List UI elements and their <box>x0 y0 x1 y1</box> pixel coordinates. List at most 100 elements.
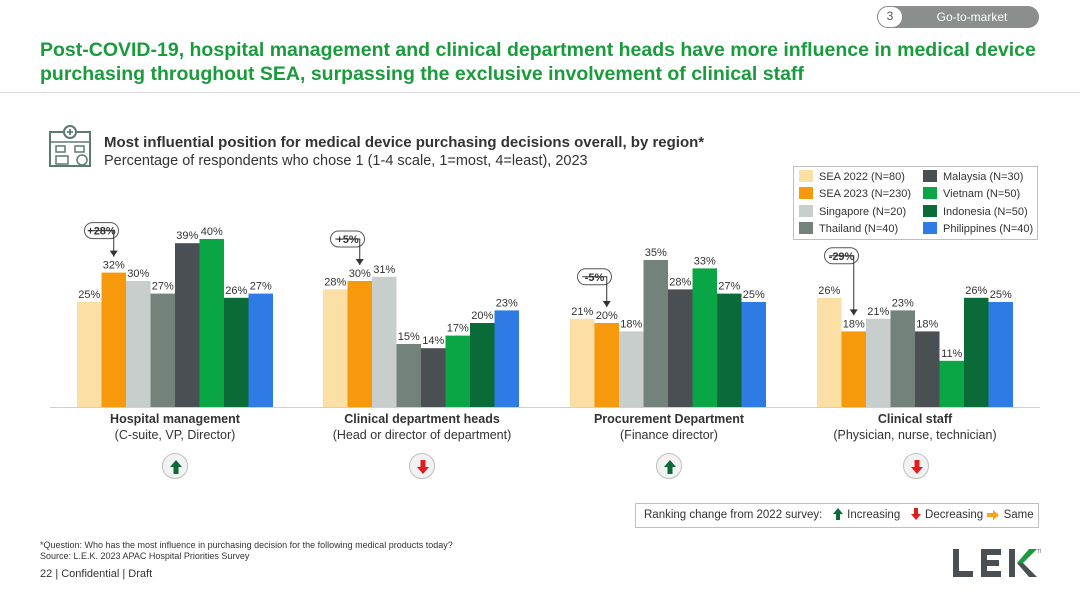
section-number: 3 <box>877 6 903 28</box>
bar <box>372 276 397 407</box>
bar <box>939 360 964 407</box>
data-label: 27% <box>718 281 740 293</box>
bar <box>741 302 766 407</box>
bar <box>915 331 940 407</box>
chart-legend: SEA 2022 (N=80) SEA 2023 (N=230) Singapo… <box>793 166 1038 240</box>
data-label: 27% <box>152 281 174 293</box>
bar <box>890 310 915 407</box>
change-callout-label: +28% <box>87 226 116 238</box>
bar <box>445 335 470 407</box>
legend-label: Thailand (N=40) <box>819 223 899 235</box>
page-number: 22 <box>40 568 53 580</box>
data-label: 26% <box>965 285 987 297</box>
chart-subtitle: Percentage of respondents who chose 1 (1… <box>104 153 588 169</box>
chart-title: Most influential position for medical de… <box>104 134 705 151</box>
legend-label: Vietnam (N=50) <box>943 188 1021 200</box>
svg-text:TM: TM <box>1037 549 1041 555</box>
arrow-down-icon <box>417 460 429 474</box>
bar <box>77 302 102 407</box>
section-label: Go-to-market <box>936 10 1008 24</box>
category-subtitle: (Head or director of department) <box>332 428 512 442</box>
data-label: 28% <box>669 276 691 288</box>
ranking-change-legend: Ranking change from 2022 survey: Increas… <box>635 503 1039 528</box>
bar <box>101 272 126 407</box>
data-label: 23% <box>892 297 914 309</box>
data-label: 30% <box>127 268 149 280</box>
bar <box>494 310 519 407</box>
change-arrow-head <box>849 309 858 316</box>
data-label: 20% <box>596 310 618 322</box>
legend-swatch <box>923 187 937 199</box>
legend-item: Singapore (N=20) <box>799 204 906 220</box>
ranking-increasing-badge <box>162 453 188 479</box>
data-label: 31% <box>373 264 395 276</box>
bar <box>817 297 842 407</box>
ranking-legend-decreasing: Decreasing <box>925 509 984 521</box>
bar <box>570 318 595 407</box>
bar <box>841 331 866 407</box>
data-label: 11% <box>941 348 962 360</box>
bar <box>866 318 891 407</box>
legend-label: Singapore (N=20) <box>819 206 907 218</box>
legend-swatch <box>923 170 937 182</box>
category-title: Hospital management <box>110 412 240 426</box>
confidential-label: | Confidential | Draft <box>55 568 153 580</box>
bar <box>594 323 619 407</box>
change-arrow-head <box>355 259 364 265</box>
bar <box>150 293 175 407</box>
category-title: Procurement Department <box>593 412 745 426</box>
footnote-source: Source: L.E.K. 2023 APAC Hospital Priori… <box>40 551 250 561</box>
bar <box>717 293 742 407</box>
bar <box>964 297 989 407</box>
bar <box>224 297 249 407</box>
data-label: 23% <box>496 297 518 309</box>
bar <box>619 331 644 407</box>
data-label: 15% <box>398 331 420 343</box>
bar <box>199 239 224 407</box>
header-divider <box>0 92 1080 93</box>
data-label: 21% <box>571 306 593 318</box>
legend-label: SEA 2022 (N=80) <box>819 171 905 183</box>
bar <box>126 281 151 407</box>
category-title: Clinical department heads <box>344 412 500 426</box>
data-label: 28% <box>324 276 346 288</box>
legend-swatch <box>799 170 813 182</box>
change-callout-label: +5% <box>336 234 359 246</box>
legend-swatch <box>799 187 813 199</box>
arrow-up-icon <box>170 460 182 474</box>
data-label: 27% <box>250 281 272 293</box>
legend-item: Malaysia (N=30) <box>923 169 1023 185</box>
ranking-decreasing-badge <box>409 453 435 479</box>
data-label: 25% <box>743 289 765 301</box>
change-arrow-line <box>335 238 361 265</box>
change-callout-label: -29% <box>829 251 855 263</box>
legend-item: Indonesia (N=50) <box>923 204 1028 220</box>
category-title: Clinical staff <box>877 412 953 426</box>
data-label: 40% <box>201 226 223 238</box>
section-tag <box>877 6 1039 28</box>
change-callout-label: -5% <box>585 272 605 284</box>
data-label: 26% <box>225 285 247 297</box>
arrow-right-icon <box>987 510 1000 520</box>
category-subtitle: (Finance director) <box>620 428 718 442</box>
ranking-legend-increasing: Increasing <box>847 509 901 521</box>
data-label: 18% <box>620 318 642 330</box>
legend-swatch <box>923 222 937 234</box>
arrow-down-icon <box>911 460 923 474</box>
legend-item: SEA 2023 (N=230) <box>799 186 911 202</box>
data-label: 20% <box>471 310 493 322</box>
data-label: 14% <box>422 335 444 347</box>
ranking-legend-title: Ranking change from 2022 survey: <box>644 509 823 521</box>
change-arrow-head <box>109 250 118 257</box>
bar <box>643 260 668 407</box>
legend-swatch <box>799 222 813 234</box>
change-arrow-head <box>602 301 611 307</box>
legend-item: Thailand (N=40) <box>799 221 898 237</box>
data-label: 30% <box>349 268 371 280</box>
data-label: 25% <box>78 289 100 301</box>
bar <box>175 243 200 407</box>
data-label: 39% <box>176 230 198 242</box>
bar <box>668 289 693 407</box>
arrow-up-icon <box>664 460 676 474</box>
